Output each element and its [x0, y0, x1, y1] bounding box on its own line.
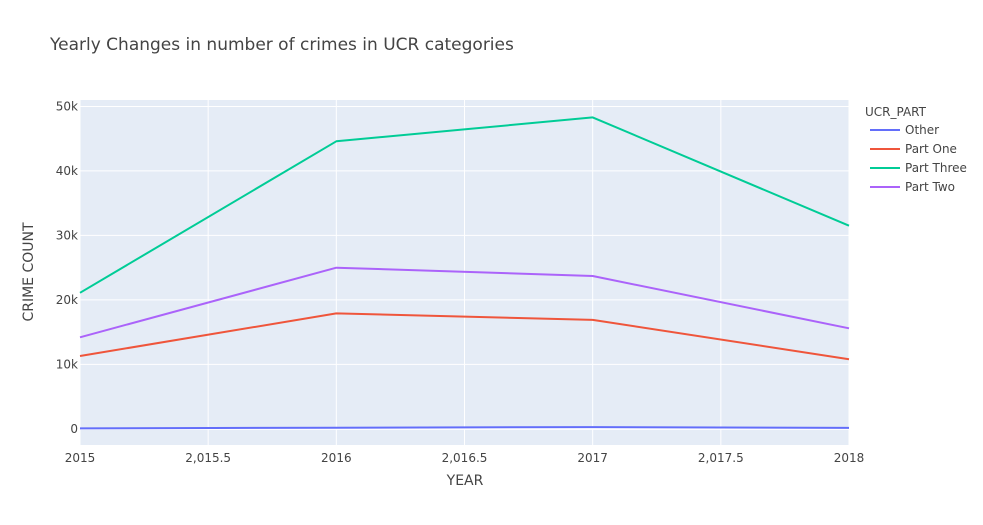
y-tick-label: 40k: [56, 164, 78, 178]
legend[interactable]: UCR_PART Other Part One Part Three Part Two: [865, 105, 967, 194]
y-tick-label: 10k: [56, 357, 78, 371]
legend-item-part-three[interactable]: Part Three: [870, 161, 967, 175]
series-line-other[interactable]: [79, 426, 850, 430]
series-line-part-one[interactable]: [79, 312, 850, 361]
y-axis-ticks: 0 10k 20k 30k 40k 50k: [56, 99, 78, 435]
legend-label: Part Two: [905, 180, 955, 194]
y-tick-label: 0: [70, 422, 78, 436]
x-tick-label: 2016: [321, 451, 352, 465]
x-tick-label: 2,015.5: [185, 451, 231, 465]
y-tick-label: 20k: [56, 293, 78, 307]
legend-item-part-one[interactable]: Part One: [870, 142, 957, 156]
legend-label: Part One: [905, 142, 957, 156]
x-tick-label: 2,016.5: [442, 451, 488, 465]
x-axis-label: YEAR: [446, 473, 484, 489]
legend-label: Other: [905, 123, 939, 137]
x-tick-label: 2018: [834, 451, 865, 465]
x-tick-label: 2015: [65, 451, 96, 465]
legend-title: UCR_PART: [865, 105, 927, 119]
legend-item-part-two[interactable]: Part Two: [870, 180, 955, 194]
y-axis-label: CRIME COUNT: [21, 222, 37, 322]
chart-title: Yearly Changes in number of crimes in UC…: [49, 35, 514, 55]
x-axis-ticks: 2015 2,015.5 2016 2,016.5 2017 2,017.5 2018: [65, 451, 865, 465]
series-lines: [79, 116, 850, 430]
legend-label: Part Three: [905, 161, 967, 175]
series-line-part-three[interactable]: [79, 116, 850, 294]
x-tick-label: 2017: [577, 451, 608, 465]
y-tick-label: 50k: [56, 99, 78, 113]
y-tick-label: 30k: [56, 228, 78, 242]
legend-item-other[interactable]: Other: [870, 123, 939, 137]
x-tick-label: 2,017.5: [698, 451, 744, 465]
series-line-part-two[interactable]: [79, 266, 850, 339]
